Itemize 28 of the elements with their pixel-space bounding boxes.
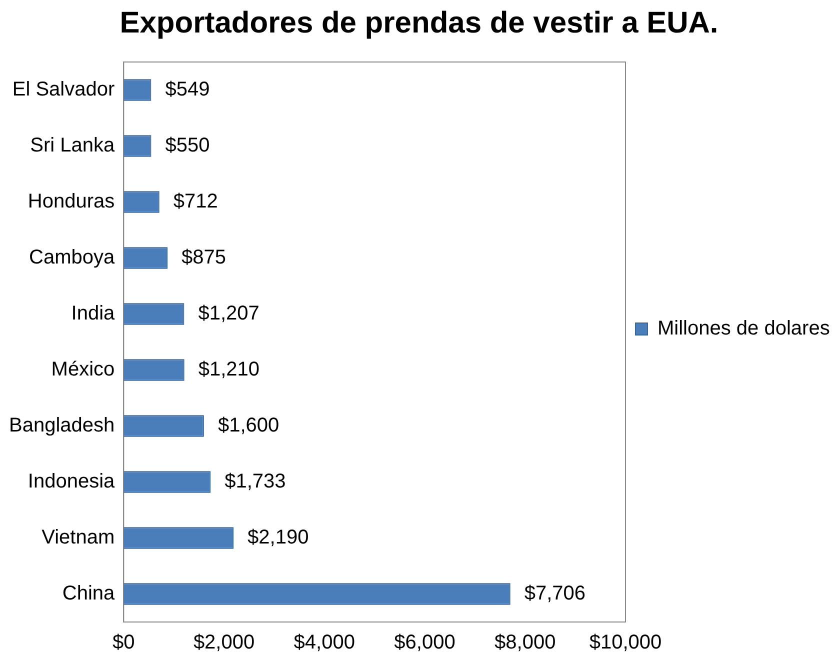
y-tick-label: Honduras <box>28 190 115 213</box>
data-label: $550 <box>165 134 210 157</box>
data-label: $712 <box>173 190 218 213</box>
y-tick-label: Sri Lanka <box>30 134 116 157</box>
x-tick-label: $8,000 <box>494 632 556 654</box>
x-tick-label: $6,000 <box>394 632 456 654</box>
data-label: $2,190 <box>248 526 309 549</box>
y-tick-label: China <box>62 582 116 605</box>
y-tick-label: Vietnam <box>42 526 115 549</box>
data-label: $1,207 <box>198 302 260 325</box>
data-label: $1,600 <box>218 414 280 437</box>
y-tick-label: Camboya <box>29 246 116 269</box>
x-tick-label: $2,000 <box>193 632 255 654</box>
data-label: $1,733 <box>224 470 286 493</box>
y-tick-label: Bangladesh <box>8 414 115 437</box>
data-label: $1,210 <box>198 358 260 381</box>
x-tick-label: $4,000 <box>294 632 355 654</box>
y-tick-label: India <box>71 302 116 325</box>
y-tick-label: El Salvador <box>12 78 115 101</box>
chart-title: Exportadores de prendas de vestir a EUA. <box>120 6 718 40</box>
y-tick-label: México <box>51 358 115 381</box>
data-label: $875 <box>182 246 226 269</box>
data-label: $549 <box>165 78 210 101</box>
data-label: $7,706 <box>524 582 586 605</box>
x-tick-label: $10,000 <box>589 632 662 654</box>
legend-label: Millones de dolares <box>658 318 830 340</box>
x-tick-label: $0 <box>112 632 135 654</box>
y-tick-label: Indonesia <box>28 470 116 493</box>
